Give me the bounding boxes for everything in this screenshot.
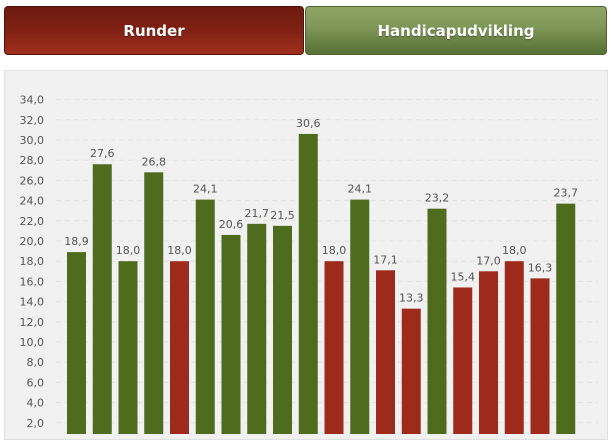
bar[interactable] <box>479 271 498 434</box>
y-tick-label: 32,0 <box>20 114 45 127</box>
y-tick-label: 10,0 <box>20 336 45 349</box>
y-tick-label: 12,0 <box>20 316 45 329</box>
bar-value-label: 20,6 <box>219 218 244 231</box>
bar-value-label: 21,7 <box>245 207 270 220</box>
bar[interactable] <box>376 270 395 434</box>
y-tick-label: 22,0 <box>20 215 45 228</box>
bar[interactable] <box>530 278 550 434</box>
y-tick-label: 34,0 <box>20 94 45 107</box>
y-tick-label: 8,0 <box>27 356 45 369</box>
bar-value-label: 26,8 <box>142 155 167 168</box>
bar[interactable] <box>273 225 292 434</box>
bar[interactable] <box>298 133 318 434</box>
bar-value-label: 23,2 <box>425 192 450 205</box>
bar[interactable] <box>118 261 138 434</box>
bar[interactable] <box>504 261 524 434</box>
bar[interactable] <box>247 223 267 434</box>
y-tick-label: 24,0 <box>20 195 45 208</box>
bar[interactable] <box>195 199 215 434</box>
y-tick-label: 20,0 <box>20 235 45 248</box>
bar[interactable] <box>453 287 473 434</box>
bar-value-label: 15,4 <box>451 270 476 283</box>
bar-value-label: 23,7 <box>554 187 579 200</box>
bar[interactable] <box>556 203 576 434</box>
y-tick-label: 2,0 <box>27 417 45 430</box>
bar-value-label: 18,9 <box>64 235 89 248</box>
bar-value-label: 24,1 <box>193 183 218 196</box>
bar[interactable] <box>170 261 189 434</box>
bar-value-label: 18,0 <box>116 244 141 257</box>
bar[interactable] <box>144 172 164 434</box>
bar-value-label: 30,6 <box>296 117 321 130</box>
y-tick-label: 18,0 <box>20 255 45 268</box>
y-tick-label: 14,0 <box>20 296 45 309</box>
y-tick-label: 6,0 <box>27 376 45 389</box>
bar-value-label: 17,1 <box>373 253 398 266</box>
bar-value-label: 18,0 <box>167 244 192 257</box>
bar-value-label: 21,5 <box>270 209 295 222</box>
bar-value-label: 24,1 <box>348 183 373 196</box>
bar[interactable] <box>401 308 421 434</box>
bar-value-label: 17,0 <box>476 254 501 267</box>
bar-value-label: 16,3 <box>528 261 553 274</box>
tab-runder[interactable]: Runder <box>4 6 304 55</box>
y-tick-label: 26,0 <box>20 174 45 187</box>
y-tick-label: 4,0 <box>27 397 45 410</box>
tab-handicapudvikling[interactable]: Handicapudvikling <box>305 6 607 55</box>
bar[interactable] <box>92 164 112 434</box>
bar-value-label: 27,6 <box>90 147 115 160</box>
y-tick-label: 16,0 <box>20 275 45 288</box>
bar-value-label: 18,0 <box>502 244 527 257</box>
bar-value-label: 13,3 <box>399 292 424 305</box>
bar[interactable] <box>221 234 241 434</box>
y-tick-label: 28,0 <box>20 154 45 167</box>
bar[interactable] <box>67 252 86 434</box>
bar[interactable] <box>427 208 447 434</box>
bar[interactable] <box>324 261 344 434</box>
bar[interactable] <box>350 199 370 434</box>
bar-value-label: 18,0 <box>322 244 347 257</box>
y-tick-label: 30,0 <box>20 134 45 147</box>
tab-bar: Runder Handicapudvikling <box>0 0 612 60</box>
